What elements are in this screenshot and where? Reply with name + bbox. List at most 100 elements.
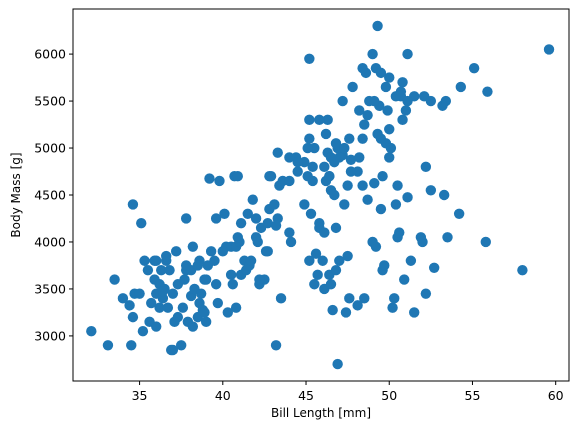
data-point	[387, 302, 398, 313]
data-point	[402, 95, 413, 107]
x-axis: 35 40 45 50 55 60	[132, 381, 564, 403]
data-point	[167, 288, 179, 299]
data-point	[285, 236, 297, 248]
data-point	[438, 189, 450, 201]
data-point	[151, 321, 162, 332]
data-point	[455, 81, 467, 93]
data-point	[269, 199, 280, 210]
data-point	[154, 302, 165, 313]
data-point	[425, 95, 437, 107]
data-point	[262, 217, 273, 229]
x-tick-label: 55	[465, 388, 481, 403]
data-point	[357, 180, 368, 191]
y-tick-label: 5000	[34, 141, 66, 156]
data-point	[212, 297, 224, 309]
data-point	[187, 321, 199, 332]
data-point	[305, 208, 317, 219]
data-points	[86, 20, 555, 370]
data-point	[304, 133, 315, 144]
data-point	[195, 288, 207, 299]
data-point	[372, 20, 383, 32]
data-point	[214, 175, 225, 187]
data-point	[292, 166, 303, 177]
data-point	[177, 302, 189, 313]
data-point	[344, 293, 355, 304]
data-point	[187, 241, 199, 252]
data-point	[354, 152, 365, 163]
y-tick-label: 5500	[34, 94, 66, 109]
data-point	[347, 81, 358, 93]
data-point	[325, 279, 337, 290]
data-point	[369, 95, 380, 107]
data-point	[270, 340, 282, 351]
data-point	[379, 260, 390, 271]
data-point	[179, 274, 190, 285]
data-point	[252, 236, 263, 248]
data-point	[330, 264, 342, 276]
data-point	[389, 293, 400, 304]
data-point	[437, 100, 448, 111]
data-point	[402, 48, 413, 60]
x-tick-label: 40	[215, 388, 231, 403]
data-point	[397, 114, 408, 126]
data-point	[345, 154, 357, 165]
data-point	[222, 307, 233, 318]
data-point	[180, 260, 192, 271]
data-point	[210, 213, 222, 224]
data-point	[482, 86, 493, 97]
y-tick-label: 3500	[34, 281, 66, 296]
data-point	[384, 72, 395, 83]
data-point	[126, 340, 137, 351]
x-tick-label: 50	[381, 388, 397, 403]
data-point	[394, 227, 405, 238]
data-point	[134, 288, 145, 299]
y-tick-label: 3000	[34, 328, 66, 343]
data-point	[428, 262, 440, 273]
data-point	[340, 307, 352, 318]
data-point	[161, 250, 172, 262]
data-point	[151, 255, 162, 266]
data-point	[370, 241, 382, 252]
data-point	[307, 175, 318, 187]
x-tick-label: 60	[548, 388, 564, 403]
data-point	[453, 208, 465, 219]
y-axis: 3000 3500 4000 4500 5000 5500 6000	[34, 47, 73, 343]
data-point	[332, 358, 343, 370]
x-tick-label: 35	[132, 388, 148, 403]
data-point	[307, 161, 318, 173]
data-point	[180, 213, 192, 224]
data-point	[284, 227, 295, 238]
data-point	[354, 105, 365, 116]
data-point	[234, 236, 245, 248]
data-point	[284, 152, 295, 163]
data-point	[359, 119, 370, 130]
data-point	[192, 260, 204, 271]
data-point	[86, 326, 97, 337]
data-point	[372, 128, 383, 140]
data-point	[420, 161, 432, 173]
data-point	[127, 311, 139, 323]
data-point	[359, 293, 370, 304]
data-point	[200, 316, 212, 328]
data-point	[162, 302, 174, 313]
data-point	[468, 62, 480, 74]
data-point	[304, 255, 315, 266]
data-point	[380, 81, 392, 93]
data-point	[247, 194, 258, 205]
data-point	[344, 133, 355, 144]
data-point	[299, 199, 310, 210]
data-point	[367, 48, 378, 60]
data-point	[250, 213, 262, 224]
data-point	[210, 279, 222, 290]
y-tick-label: 6000	[34, 47, 66, 62]
data-point	[102, 340, 114, 351]
y-tick-label: 4000	[34, 234, 66, 249]
data-point	[339, 199, 350, 210]
data-point	[425, 185, 437, 196]
data-point	[254, 274, 265, 285]
data-point	[204, 173, 215, 184]
data-point	[169, 316, 180, 328]
data-point	[397, 77, 408, 88]
data-point	[480, 236, 491, 248]
